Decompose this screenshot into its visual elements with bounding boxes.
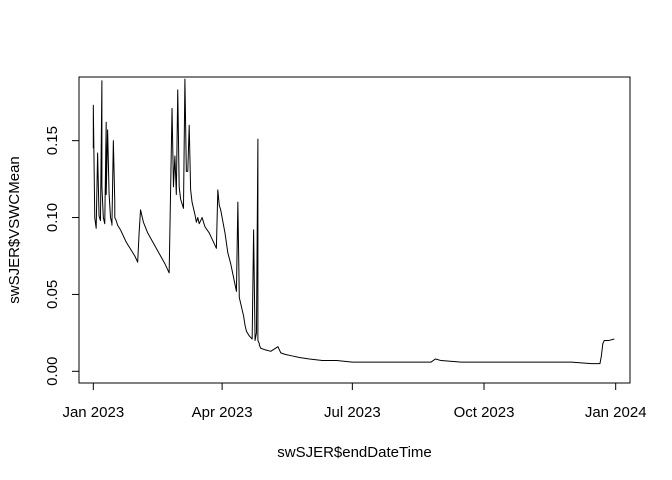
y-tick-label: 0.15 bbox=[44, 126, 61, 155]
y-tick-label: 0.10 bbox=[44, 203, 61, 232]
x-tick-label: Apr 2023 bbox=[192, 404, 253, 421]
x-axis: Jan 2023 Apr 2023 Jul 2023 Oct 2023 Jan 2024 bbox=[62, 382, 647, 421]
x-tick-label: Jul 2023 bbox=[324, 404, 381, 421]
y-axis-title: swSJER$VSWCMean bbox=[6, 156, 23, 304]
y-axis: 0.00 0.05 0.10 0.15 bbox=[44, 126, 80, 386]
x-axis-title: swSJER$endDateTime bbox=[277, 444, 432, 461]
x-tick-label: Jan 2023 bbox=[62, 404, 124, 421]
y-tick-label: 0.00 bbox=[44, 357, 61, 386]
x-tick-label: Jan 2024 bbox=[585, 404, 647, 421]
y-tick-label: 0.05 bbox=[44, 280, 61, 309]
series-line bbox=[92, 78, 615, 365]
x-tick-label: Oct 2023 bbox=[454, 404, 515, 421]
plot-frame bbox=[78, 76, 631, 384]
